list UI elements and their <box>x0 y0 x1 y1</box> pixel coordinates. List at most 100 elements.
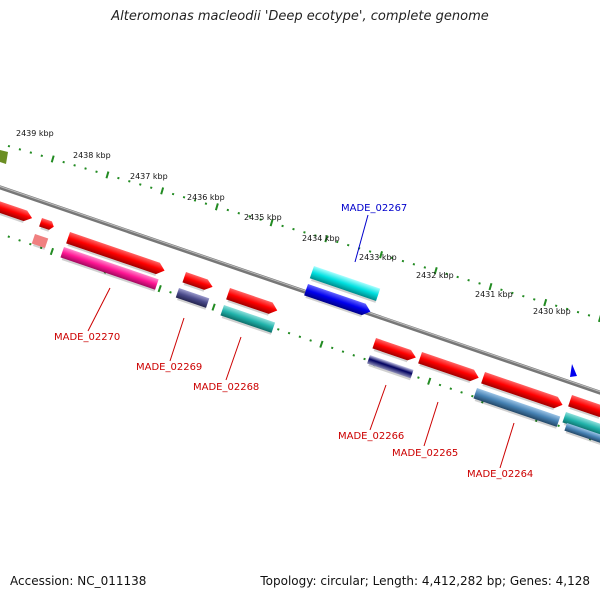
gene-feature[interactable] <box>60 247 159 292</box>
scale-label: 2431 kbp <box>475 290 513 299</box>
minor-tick <box>287 331 291 335</box>
minor-tick <box>248 215 251 218</box>
minor-tick <box>39 246 43 250</box>
minor-tick <box>314 234 317 237</box>
gene-arrow[interactable] <box>568 395 600 419</box>
gene-feature[interactable] <box>175 288 210 310</box>
minor-tick <box>533 298 536 301</box>
minor-tick <box>467 278 470 282</box>
minor-tick <box>445 272 448 276</box>
minor-tick <box>7 144 11 148</box>
gene-arrow[interactable] <box>562 412 600 436</box>
gene-shadow <box>474 399 557 429</box>
gene-feature[interactable] <box>564 423 600 446</box>
scale-label: 2436 kbp <box>187 193 225 202</box>
minor-tick <box>352 354 356 357</box>
minor-tick <box>281 224 284 228</box>
gene-arrow[interactable] <box>481 372 564 411</box>
scale-label: 2433 kbp <box>359 253 397 262</box>
gene-arrow[interactable] <box>473 388 561 427</box>
gene-feature[interactable] <box>480 372 564 412</box>
minor-tick <box>341 350 345 353</box>
major-tick <box>214 203 219 211</box>
gene-feature[interactable] <box>309 266 381 303</box>
minor-tick <box>565 307 569 311</box>
scale-label: 2432 kbp <box>416 271 454 280</box>
gene-label[interactable]: MADE_02267 <box>341 203 407 214</box>
gene-feature[interactable] <box>31 234 49 250</box>
gene-label[interactable]: MADE_02269 <box>136 362 202 373</box>
gene-feature[interactable] <box>0 150 8 164</box>
label-leader <box>423 401 439 447</box>
gene-arrow[interactable] <box>175 288 210 308</box>
genome-backbone-highlight <box>0 185 600 393</box>
gene-label[interactable]: MADE_02266 <box>338 431 404 442</box>
gene-arrow[interactable] <box>182 272 214 292</box>
label-leader <box>354 214 369 263</box>
gene-arrow[interactable] <box>39 218 55 231</box>
gene-label[interactable]: MADE_02268 <box>193 382 259 393</box>
minor-tick <box>449 387 453 390</box>
minor-tick <box>417 376 420 379</box>
minor-tick <box>303 231 306 234</box>
gene-label[interactable]: MADE_02264 <box>467 469 533 480</box>
gene-feature[interactable] <box>366 355 414 381</box>
gene-arrow[interactable] <box>0 200 34 223</box>
gene-feature[interactable] <box>65 232 166 278</box>
minor-tick <box>171 192 175 196</box>
minor-tick <box>438 383 442 387</box>
outer-scale-ticks <box>7 144 600 323</box>
gene-arrow[interactable] <box>418 352 481 383</box>
gene-feature[interactable] <box>38 218 55 233</box>
gene-feature[interactable] <box>0 200 34 225</box>
gene-feature[interactable] <box>225 288 279 318</box>
gene-label[interactable]: MADE_02270 <box>54 332 120 343</box>
major-tick <box>50 155 55 163</box>
minor-tick <box>237 211 241 215</box>
scale-label: 2435 kbp <box>244 213 282 222</box>
gene-arrow[interactable] <box>220 305 276 333</box>
minor-tick <box>169 291 172 294</box>
gene-shadow <box>227 300 269 316</box>
gene-features <box>0 200 600 446</box>
gene-shadow <box>40 227 50 232</box>
gene-arrow[interactable] <box>66 232 166 276</box>
gene-arrow[interactable] <box>226 288 279 316</box>
gene-arrow[interactable] <box>31 234 49 248</box>
gene-arrow[interactable] <box>367 355 414 379</box>
gene-feature[interactable] <box>303 284 372 319</box>
gene-shadow <box>33 244 46 250</box>
minor-tick <box>298 335 302 339</box>
gene-feature[interactable] <box>182 272 215 294</box>
gene-shadow <box>183 283 205 292</box>
minor-tick <box>460 391 463 394</box>
minor-tick <box>117 176 120 180</box>
gene-feature[interactable] <box>567 395 600 421</box>
major-tick <box>319 340 324 348</box>
gene-arrow[interactable] <box>309 266 381 301</box>
gene-label[interactable]: MADE_02265 <box>392 448 458 459</box>
gene-feature[interactable] <box>473 388 561 429</box>
minor-tick <box>336 240 339 244</box>
gene-feature[interactable] <box>417 352 480 385</box>
gene-feature[interactable] <box>372 338 418 365</box>
genome-backbone <box>0 185 600 395</box>
gene-arrow[interactable] <box>60 247 159 290</box>
minor-tick <box>309 339 312 342</box>
minor-tick <box>557 424 560 428</box>
minor-tick <box>128 180 131 183</box>
gene-feature[interactable] <box>220 305 276 335</box>
minor-tick <box>259 218 262 221</box>
gene-feature[interactable] <box>570 364 577 377</box>
label-leader <box>87 287 111 332</box>
gene-shadow <box>565 431 600 446</box>
gene-shadow <box>569 407 600 419</box>
gene-arrow[interactable] <box>372 338 417 363</box>
gene-arrow[interactable] <box>304 284 372 317</box>
minor-tick <box>29 242 32 246</box>
minor-tick <box>330 346 334 350</box>
gene-arrow[interactable] <box>564 423 600 444</box>
minor-tick <box>62 160 65 164</box>
major-tick <box>211 303 216 311</box>
